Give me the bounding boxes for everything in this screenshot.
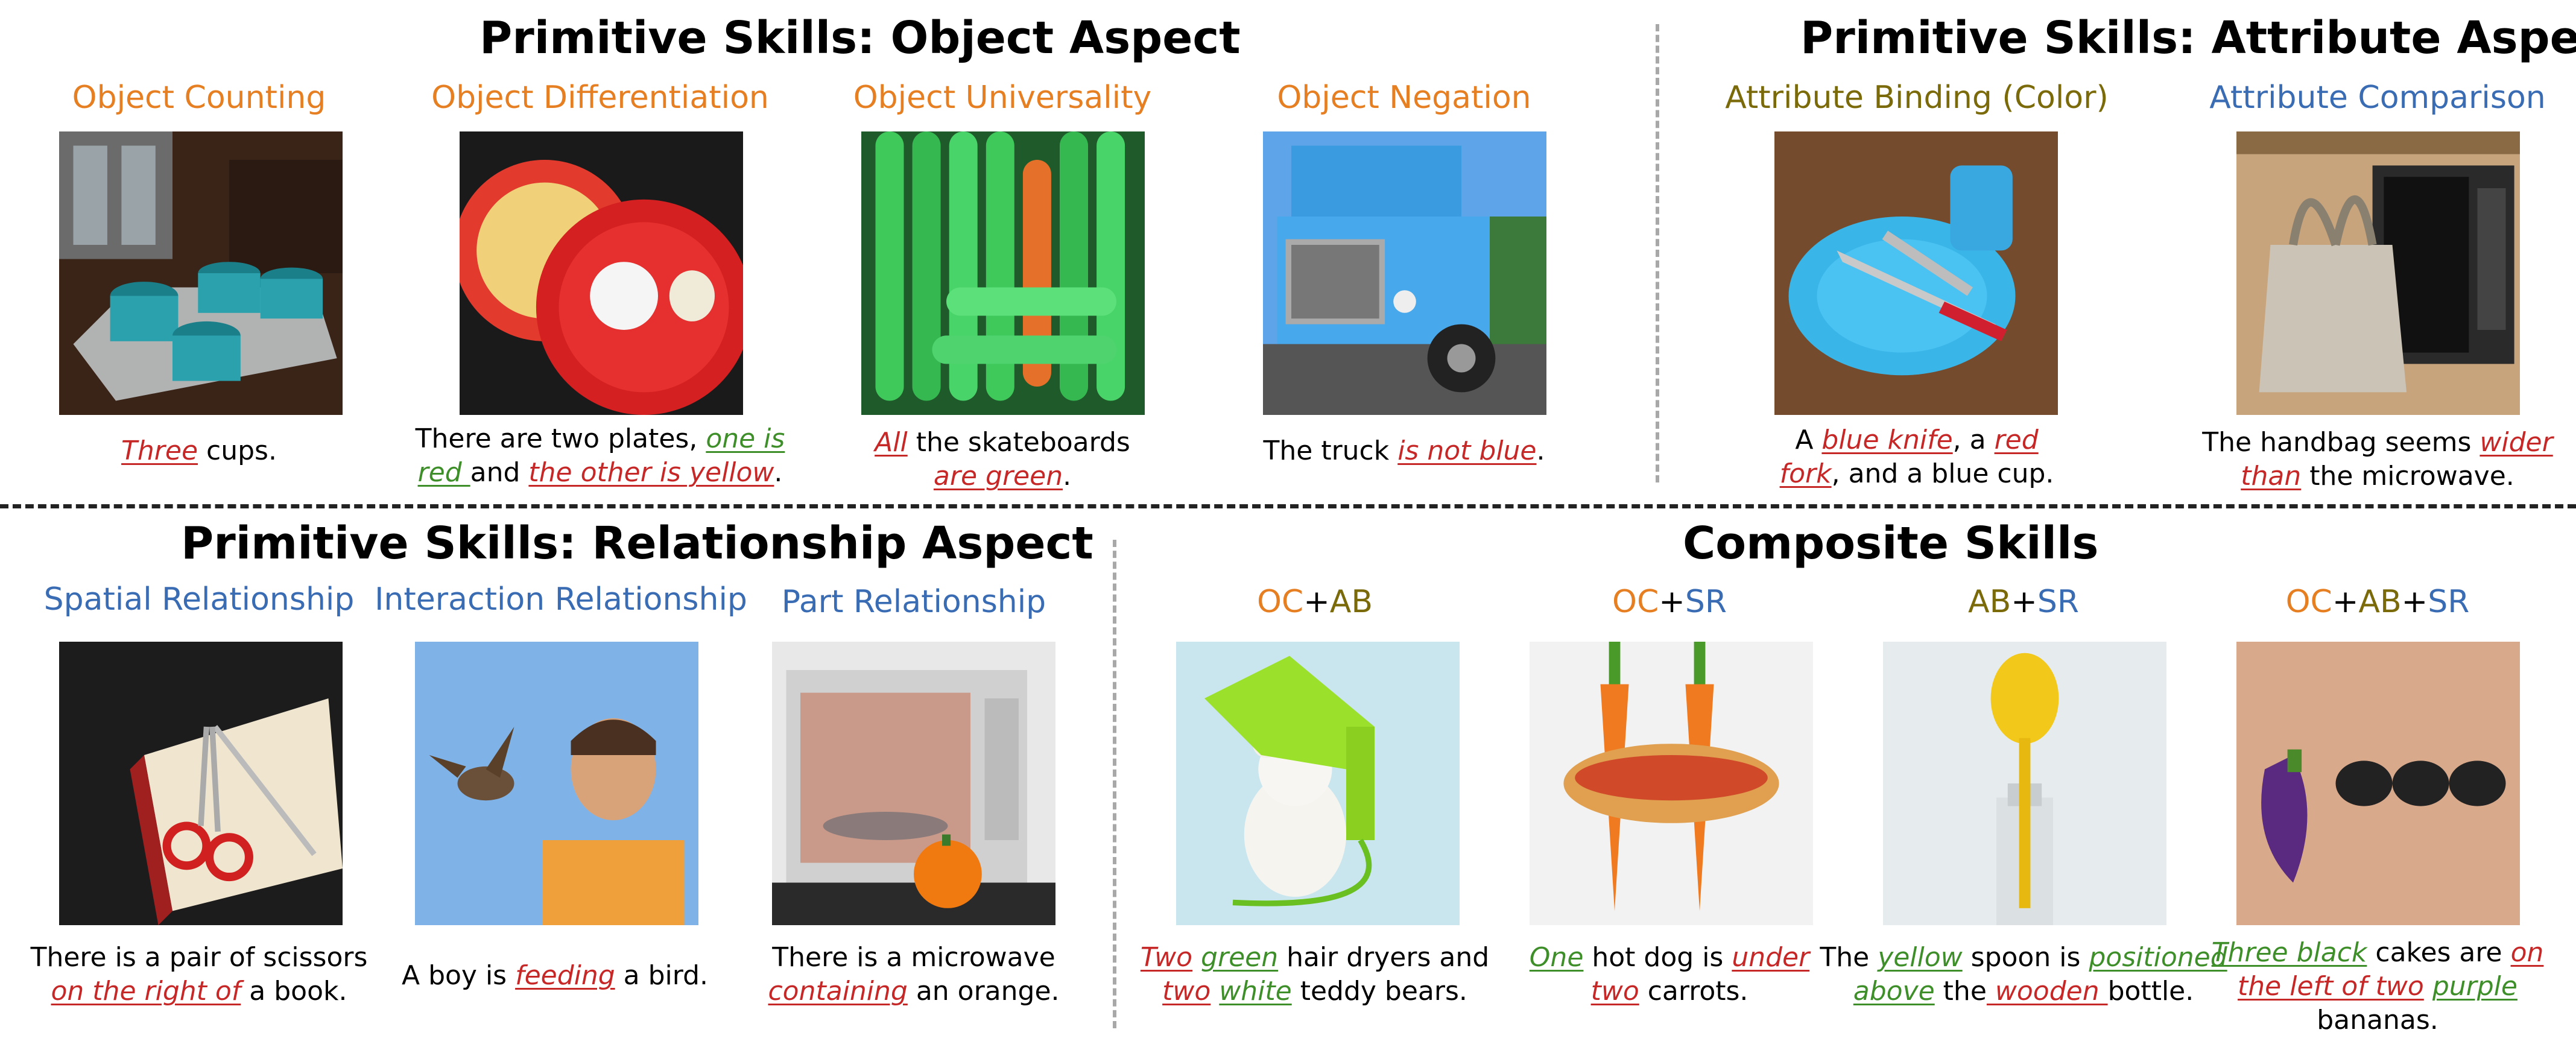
- spoon-bottle-photo: [1883, 642, 2166, 925]
- caption-ab-sr: The yellow spoon is positioned above the…: [1820, 942, 2227, 1007]
- vertical-divider-bottom: [1113, 540, 1116, 1028]
- skill-part-relationship: Part Relationship: [781, 584, 1046, 620]
- cups-photo: [59, 131, 343, 415]
- microwave-orange-photo: [772, 642, 1055, 925]
- section-title-attribute: Primitive Skills: Attribute Aspect: [1800, 12, 2576, 64]
- caption-oc-ab: Two green hair dryers and two white tedd…: [1140, 942, 1490, 1007]
- plate-knife-photo: [1774, 131, 2058, 415]
- plates-photo: [460, 131, 743, 415]
- caption-object-differentiation: There are two plates, one is red and the…: [415, 423, 785, 488]
- handbag-photo: [2236, 131, 2520, 415]
- boy-bird-photo: [415, 642, 698, 925]
- caption-oc-sr: One hot dog is under two carrots.: [1529, 942, 1810, 1007]
- caption-interaction-relationship: A boy is feeding a bird.: [401, 960, 709, 991]
- caption-spatial-relationship: There is a pair of scissors on the right…: [30, 942, 368, 1007]
- caption-object-universality: All the skateboards are green.: [875, 427, 1130, 492]
- skill-object-negation: Object Negation: [1277, 80, 1531, 116]
- scissors-book-photo: [59, 642, 343, 925]
- skill-object-universality: Object Universality: [853, 80, 1152, 116]
- skateboards-photo: [861, 131, 1145, 415]
- horizontal-divider: [0, 504, 2576, 508]
- skill-spatial-relationship: Spatial Relationship: [43, 581, 355, 618]
- section-title-composite: Composite Skills: [1683, 517, 2099, 569]
- skill-object-counting: Object Counting: [72, 80, 326, 116]
- hairdryer-teddy-photo: [1176, 642, 1460, 925]
- skill-attribute-binding: Attribute Binding (Color): [1725, 80, 2109, 116]
- skill-attribute-comparison: Attribute Comparison: [2209, 80, 2546, 116]
- caption-attribute-comparison: The handbag seems wider than the microwa…: [2202, 427, 2553, 492]
- caption-object-counting: Three cups.: [121, 435, 277, 466]
- combo-oc-ab-sr: OC+AB+SR: [2285, 584, 2470, 620]
- combo-oc-sr: OC+SR: [1612, 584, 1727, 620]
- hotdog-carrots-photo: [1530, 642, 1813, 925]
- skill-interaction-relationship: Interaction Relationship: [375, 581, 747, 618]
- skill-object-differentiation: Object Differentiation: [431, 80, 769, 116]
- caption-oc-ab-sr: Three black cakes are on the left of two…: [2211, 937, 2544, 1036]
- section-title-object: Primitive Skills: Object Aspect: [479, 12, 1241, 64]
- combo-oc-ab: OC+AB: [1256, 584, 1373, 620]
- combo-ab-sr: AB+SR: [1968, 584, 2079, 620]
- caption-object-negation: The truck is not blue.: [1263, 435, 1545, 466]
- section-title-relationship: Primitive Skills: Relationship Aspect: [181, 517, 1093, 569]
- caption-attribute-binding: A blue knife, a red fork, and a blue cup…: [1779, 425, 2054, 489]
- truck-photo: [1263, 131, 1546, 415]
- eggplant-cakes-photo: [2236, 642, 2520, 925]
- vertical-divider-top: [1656, 24, 1659, 482]
- caption-part-relationship: There is a microwave containing an orang…: [768, 942, 1060, 1007]
